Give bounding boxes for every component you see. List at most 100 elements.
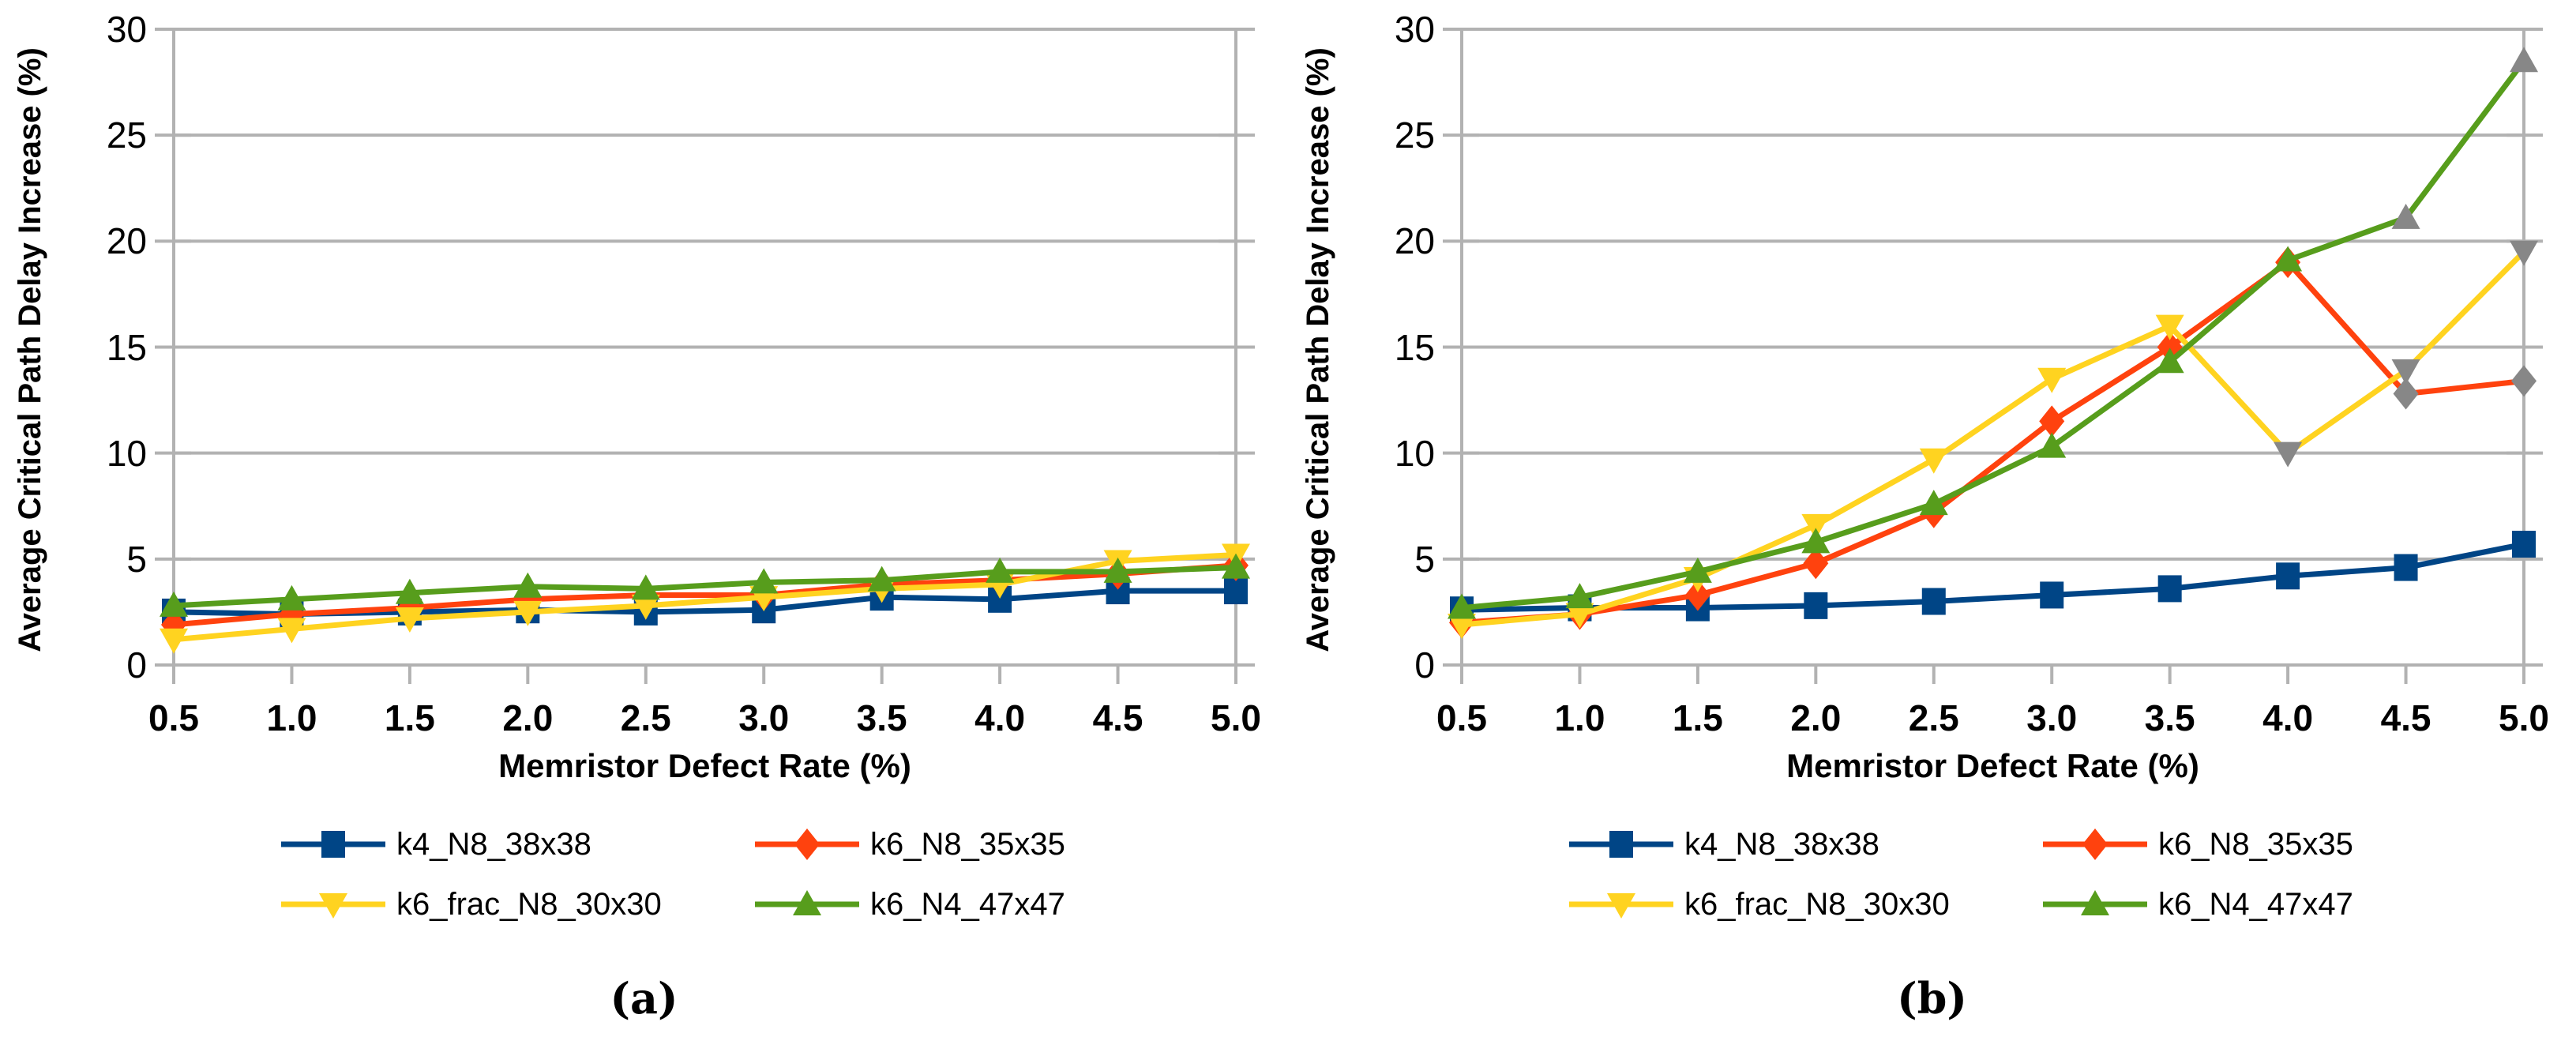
legend-marker xyxy=(319,893,347,919)
x-tick-label: 3.0 xyxy=(738,697,790,738)
data-point-k6_N4_47x47 xyxy=(749,568,779,594)
legend-label: k6_N8_35x35 xyxy=(2158,826,2353,862)
plot-area xyxy=(1443,28,2543,684)
data-point-k6_N4_47x47 xyxy=(1919,490,1948,516)
data-point-k6_frac_N8_30x30 xyxy=(1919,448,1948,474)
legend-item-k4_N8_38x38: k4_N8_38x38 xyxy=(281,818,755,870)
data-point-k6_frac_N8_30x30 xyxy=(2391,359,2420,385)
data-point-k4_N8_38x38 xyxy=(2394,554,2418,581)
y-tick-label: 30 xyxy=(106,9,147,50)
x-tick-label: 0.5 xyxy=(148,697,199,738)
series-line-k6_N8_35x35 xyxy=(1461,259,2525,626)
legend-item-k6_N8_35x35: k6_N8_35x35 xyxy=(2043,818,2517,870)
data-point-k4_N8_38x38 xyxy=(2157,575,2182,603)
legend-item-k6_N4_47x47: k6_N4_47x47 xyxy=(755,878,1229,930)
x-tick-label: 1.0 xyxy=(266,697,317,738)
legend-item-k6_frac_N8_30x30: k6_frac_N8_30x30 xyxy=(281,878,755,930)
data-point-k6_N4_47x47 xyxy=(631,574,660,600)
data-point-k6_frac_N8_30x30 xyxy=(395,607,424,633)
series-line-k6_frac_N8_30x30 xyxy=(1461,250,2526,628)
series-line-k6_N8_35x35 xyxy=(173,562,1237,628)
data-point-k6_N8_35x35 xyxy=(2393,378,2419,410)
x-tick-label: 5.0 xyxy=(1211,697,1261,738)
data-point-k6_frac_N8_30x30 xyxy=(2155,314,2184,340)
x-tick-label: 1.0 xyxy=(1554,697,1605,738)
data-point-k6_N4_47x47 xyxy=(160,591,188,617)
y-tick-label: 15 xyxy=(1394,326,1435,368)
panel-caption: (a) xyxy=(610,973,678,1024)
series-line-k6_N4_47x47 xyxy=(173,565,1237,609)
data-point-k6_frac_N8_30x30 xyxy=(631,594,660,620)
series-line-k6_N4_47x47 xyxy=(1461,59,2526,611)
legend: k4_N8_38x38 k6_N8_35x35 k6_frac_N8_30x30 k6… xyxy=(1569,818,2517,930)
legend-marker xyxy=(2082,828,2108,860)
data-point-k6_N8_35x35 xyxy=(1684,579,1710,611)
y-tick-label: 5 xyxy=(126,538,147,580)
data-point-k6_N4_47x47 xyxy=(1222,553,1250,579)
legend-item-k6_N8_35x35: k6_N8_35x35 xyxy=(755,818,1229,870)
x-tick-label: 2.5 xyxy=(1908,697,1959,738)
legend-label: k6_N4_47x47 xyxy=(2158,886,2353,922)
x-tick-label: 2.0 xyxy=(1790,697,1842,738)
y-tick-label: 20 xyxy=(1394,220,1435,262)
data-point-k6_N8_35x35 xyxy=(2039,405,2065,438)
data-point-k6_N4_47x47 xyxy=(986,557,1015,583)
y-tick-label: 30 xyxy=(1394,9,1435,50)
y-tick-label: 15 xyxy=(106,326,147,368)
y-tick-label: 25 xyxy=(1394,115,1435,156)
legend-marker-triangle-down-icon xyxy=(281,893,385,919)
legend-marker-square-icon xyxy=(1569,831,1673,858)
panel-caption: (b) xyxy=(1897,973,1967,1024)
data-point-k6_N4_47x47 xyxy=(1103,557,1132,583)
x-tick-label: 2.0 xyxy=(502,697,554,738)
x-tick-label: 4.5 xyxy=(2380,697,2431,738)
chart-panel-a: Average Critical Path Delay Increase (%)… xyxy=(13,9,1261,1024)
legend-item-k4_N8_38x38: k4_N8_38x38 xyxy=(1569,818,2043,870)
y-tick-label: 10 xyxy=(1394,432,1435,474)
y-tick-label: 10 xyxy=(106,432,147,474)
legend-label: k6_N8_35x35 xyxy=(870,826,1065,862)
x-tick-label: 4.5 xyxy=(1092,697,1143,738)
data-point-k6_frac_N8_30x30 xyxy=(2510,240,2538,266)
plot-area xyxy=(155,28,1255,684)
legend: k4_N8_38x38 k6_N8_35x35 k6_frac_N8_30x30 k6… xyxy=(281,818,1229,930)
x-tick-label: 3.5 xyxy=(856,697,907,738)
legend-label: k6_frac_N8_30x30 xyxy=(1684,886,1950,922)
data-point-k4_N8_38x38 xyxy=(2040,581,2064,609)
data-point-k6_N4_47x47 xyxy=(2391,203,2420,229)
data-point-k6_N4_47x47 xyxy=(2274,246,2303,272)
legend-marker-square-icon xyxy=(281,831,385,858)
data-point-k6_frac_N8_30x30 xyxy=(1448,614,1476,640)
x-tick-label: 0.5 xyxy=(1436,697,1487,738)
y-tick-label: 0 xyxy=(1414,644,1435,686)
data-point-k6_N8_35x35 xyxy=(2511,365,2537,397)
legend-marker xyxy=(1609,831,1633,858)
data-point-k6_N4_47x47 xyxy=(2510,47,2538,73)
legend-label: k6_N4_47x47 xyxy=(870,886,1065,922)
data-point-k6_N4_47x47 xyxy=(395,578,424,604)
legend-marker xyxy=(794,828,820,860)
data-point-k6_frac_N8_30x30 xyxy=(1801,513,1831,539)
data-point-k4_N8_38x38 xyxy=(2276,562,2300,590)
data-point-k6_N4_47x47 xyxy=(1801,528,1831,554)
data-point-k6_N4_47x47 xyxy=(2155,348,2184,374)
y-tick-label: 20 xyxy=(106,220,147,262)
x-tick-label: 4.0 xyxy=(974,697,1026,738)
legend-marker-diamond-icon xyxy=(2043,828,2147,860)
data-point-k6_N8_35x35 xyxy=(1803,547,1829,580)
data-point-k6_frac_N8_30x30 xyxy=(2037,367,2067,393)
data-point-k6_frac_N8_30x30 xyxy=(277,618,306,644)
data-point-k6_N4_47x47 xyxy=(277,584,306,611)
legend-marker xyxy=(793,890,821,915)
x-tick-label: 4.0 xyxy=(2262,697,2314,738)
legend-marker xyxy=(321,831,345,858)
legend-item-k6_frac_N8_30x30: k6_frac_N8_30x30 xyxy=(1569,878,2043,930)
data-point-k6_N4_47x47 xyxy=(1565,583,1594,609)
x-tick-label: 1.5 xyxy=(384,697,435,738)
data-point-k6_frac_N8_30x30 xyxy=(513,600,543,626)
data-point-k6_N4_47x47 xyxy=(1448,593,1476,619)
legend-marker-triangle-down-icon xyxy=(1569,893,1673,919)
y-tick-label: 25 xyxy=(106,115,147,156)
data-point-k4_N8_38x38 xyxy=(1804,592,1828,619)
series-line-k4_N8_38x38 xyxy=(1461,541,2525,613)
